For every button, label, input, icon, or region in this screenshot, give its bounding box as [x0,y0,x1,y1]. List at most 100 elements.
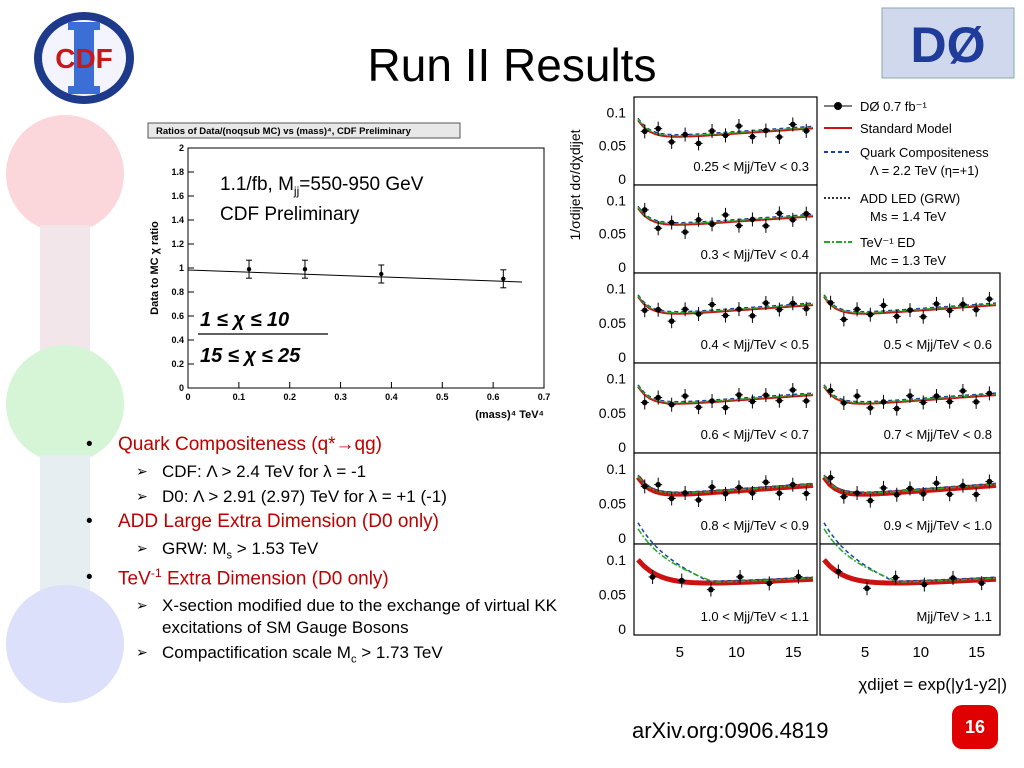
cdf-ytick-label: 0.2 [171,359,184,369]
d0-data-point [708,586,714,593]
d0-logo: DØ [881,7,1015,79]
d0-data-point [641,207,648,213]
d0-ytick-label: 0 [618,349,626,365]
comp-value: > 1.73 TeV [356,642,443,662]
cdf-ytick-label: 0.4 [171,335,184,345]
d0-qc-curve [637,522,814,582]
d0-data-point [776,397,783,404]
d0-data-point [749,490,756,496]
d0-data-point [946,307,953,314]
cdf-xtick-label: 0.4 [385,392,398,402]
d0-sm-curve [822,558,997,586]
d0-data-point [709,398,715,404]
d0-data-point [907,392,913,399]
cdf-ytick-label: 0.6 [171,311,184,321]
tev-sup: -1 [150,566,162,581]
d0-panel: 0.9 < Mjj/TeV < 1.0 [819,452,1001,545]
d0-data-point [695,140,702,147]
d0-data-point [854,490,860,496]
d0-data-point [722,132,729,139]
d0-data-point [841,316,847,323]
cdf-ratio-plot: Ratios of Data/(noqsub MC) vs (mass)⁴, C… [147,122,550,421]
d0-ytick-label: 0 [618,530,626,546]
cdf-annot-line1: 1.1/fb, M [220,174,294,195]
d0-ytick-label: 0.1 [607,371,627,387]
legend-marker [834,102,842,110]
d0-data-point [682,306,688,313]
d0-data-point [695,497,702,503]
d0-qc-curve [637,384,814,403]
d0-data-point [986,478,993,485]
cdf-annot-line1-sub: jj [293,184,299,198]
comp-sub: c [350,653,357,666]
d0-data-point [678,577,685,584]
d0-data-point [722,491,729,497]
d0-panel-label: 0.7 < Mjj/TeV < 0.8 [884,427,992,442]
tev-text: TeV [118,568,151,590]
d0-data-point [641,307,648,314]
d0-data-point [641,483,648,490]
d0-data-point [803,128,810,134]
d0-xtick-label: 15 [785,644,802,661]
cdf-ytick-label: 0 [179,383,184,393]
d0-data-point [668,139,675,145]
d0-data-point [893,405,900,412]
d0-data-point [790,481,796,488]
cdf-logo-text: CDF [55,43,113,74]
d0-ytick-label: 0.1 [607,104,627,120]
cdf-logo: CDF [34,12,134,104]
d0-data-point [907,485,913,492]
d0-data-point [986,296,993,302]
cdf-xtick-label: 0.6 [487,392,500,402]
legend-label: TeV⁻¹ ED [860,235,915,250]
d0-ted-curve [637,385,814,404]
d0-data-point [736,484,742,491]
cdf-plot-ylabel: Data to MC χ ratio [149,221,161,315]
d0-data-point [892,574,899,581]
d0-data-point [655,481,661,488]
d0-data-point [854,393,860,399]
grw-value: > 1.53 TeV [232,539,319,558]
d0-ytick-label: 0.05 [599,138,626,154]
d0-data-point [776,306,783,313]
cdf-data-point [379,271,384,277]
page-number: 16 [952,705,998,749]
legend-label: Standard Model [860,121,952,136]
bullet-add-led: ADD Large Extra Dimension (D0 only) [78,510,618,534]
d0-data-point [907,307,913,313]
d0-data-point [921,581,928,588]
legend-label: ADD LED (GRW) [860,191,960,206]
bullet-xsection: X-section modified due to the exchange o… [78,595,618,638]
d0-panel-label: 0.9 < Mjj/TeV < 1.0 [884,518,992,533]
d0-data-point [763,223,769,229]
d0-xtick-label: 10 [728,644,745,661]
cdf-ytick-label: 2 [179,143,184,153]
d0-data-point [776,210,783,217]
grw-text: GRW: M [162,539,227,558]
d0-panel-label: 0.3 < Mjj/TeV < 0.4 [701,247,809,262]
d0-data-point [795,573,802,580]
d0-data-point [709,484,715,490]
cdf-data-point [501,276,506,281]
d0-data-point [920,313,927,320]
cdf-ytick-label: 1 [179,263,184,273]
d0-data-point [841,493,847,500]
d0-data-point [880,485,887,491]
d0-data-point [827,474,834,481]
d0-logo-text: DØ [911,17,986,73]
d0-data-point [835,568,842,575]
d0-data-point [682,131,688,138]
cdf-annot-line1-rest: =550-950 GeV [299,174,423,195]
d0-data-point [864,585,870,592]
d0-data-point [722,312,729,319]
d0-data-point [893,491,900,498]
d0-data-point [749,133,756,140]
d0-data-point [790,121,796,128]
d0-data-point [763,300,769,306]
d0-panel: 0.1 0.05 0 0.6 < Mjj/TeV < 0.7 [599,362,818,455]
d0-data-point [695,216,702,223]
d0-panel: 0.1 0.05 0 0.4 < Mjj/TeV < 0.5 [599,272,818,365]
d0-data-point [827,299,834,306]
d0-panel-label: 1.0 < Mjj/TeV < 1.1 [701,609,809,624]
cdf-xtick-label: 0.2 [283,392,296,402]
